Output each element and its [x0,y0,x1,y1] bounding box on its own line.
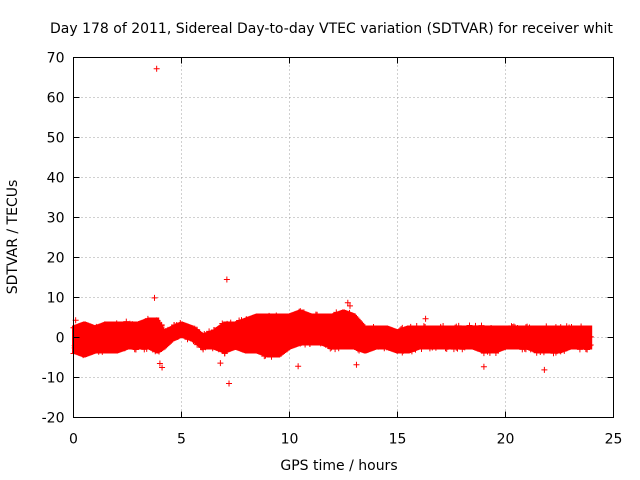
y-tick-label: 70 [47,51,65,67]
data-point [156,360,163,367]
data-point [226,380,233,387]
y-tick-label: 20 [47,251,65,267]
data-point [353,361,360,368]
x-tick-label: 10 [281,432,299,448]
axis-ticks: -20 -10 0 10 20 30 40 50 60 70 0 5 10 15 20 25 [42,51,623,448]
data-point [223,276,230,283]
y-tick-label: -20 [42,411,65,427]
data-point [159,364,166,371]
data-point [153,65,160,72]
y-tick-label: 40 [47,171,65,187]
x-tick-label: 5 [177,432,186,448]
grid [73,57,614,418]
y-tick-label: -10 [42,371,65,387]
y-tick-label: 0 [56,331,65,347]
x-tick-label: 20 [497,432,515,448]
data-point [295,363,302,370]
data-point [587,333,594,340]
x-tick-label: 25 [605,432,623,448]
x-tick-label: 0 [69,432,78,448]
data-point [480,363,487,370]
data-point [344,299,351,306]
data-point [151,294,158,301]
y-tick-label: 30 [47,211,65,227]
x-tick-label: 15 [389,432,407,448]
data-point [587,342,594,349]
y-tick-label: 10 [47,291,65,307]
data-point [422,315,429,322]
y-axis-title: SDTVAR / TECUs [5,180,21,295]
x-axis-title: GPS time / hours [280,458,397,474]
y-tick-label: 50 [47,131,65,147]
data-point [541,366,548,373]
chart-title: Day 178 of 2011, Sidereal Day-to-day VTE… [50,21,613,37]
y-tick-label: 60 [47,91,65,107]
data-point [346,302,353,309]
plot-frame [73,57,614,418]
data-point [217,360,224,367]
data-points [70,65,594,387]
